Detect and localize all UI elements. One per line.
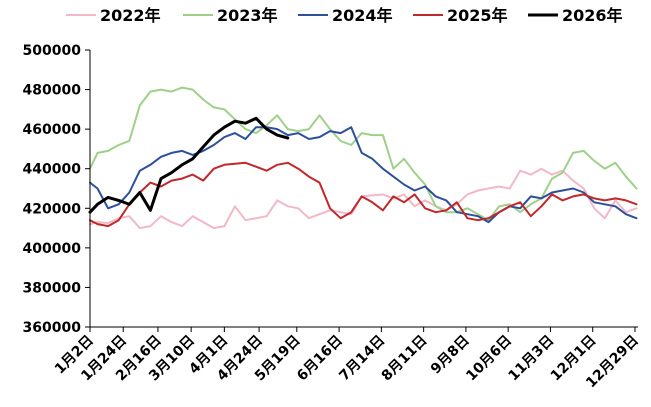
x-tick-label: 6月16日 bbox=[294, 333, 346, 385]
legend-label: 2026年 bbox=[562, 6, 623, 25]
series-line-2026年 bbox=[88, 116, 290, 214]
series-line-2023年 bbox=[89, 86, 638, 222]
legend-label: 2022年 bbox=[100, 6, 161, 25]
series-line-2025年 bbox=[89, 161, 638, 228]
legend-label: 2024年 bbox=[332, 6, 393, 25]
y-tick-label: 380000 bbox=[23, 280, 82, 296]
y-tick-label: 480000 bbox=[23, 83, 82, 99]
y-tick-label: 460000 bbox=[23, 122, 82, 138]
y-tick-label: 500000 bbox=[23, 43, 82, 59]
x-tick-label: 7月14日 bbox=[336, 333, 388, 385]
y-tick-label: 360000 bbox=[23, 320, 82, 336]
plot-area: 360000 380000 400000 420000 440000 460000 4800… bbox=[23, 43, 642, 391]
y-axis-ticks: 360000 380000 400000 420000 440000 460000 4800… bbox=[23, 43, 90, 336]
y-tick-label: 400000 bbox=[23, 241, 82, 257]
y-tick-label: 440000 bbox=[23, 162, 82, 178]
legend-label: 2025年 bbox=[447, 6, 508, 25]
series-line-2024年 bbox=[89, 126, 638, 224]
legend: 2022年 2023年 2024年 2025年 2026年 bbox=[66, 6, 623, 25]
series-layer bbox=[88, 86, 638, 230]
legend-label: 2023年 bbox=[217, 6, 278, 25]
x-tick-label: 11月3日 bbox=[505, 333, 557, 385]
x-tick-label: 10月6日 bbox=[463, 333, 515, 385]
y-tick-label: 420000 bbox=[23, 201, 82, 217]
x-tick-label: 8月11日 bbox=[379, 333, 431, 385]
x-axis-ticks: 1月2日1月24日2月16日3月10日4月1日4月24日5月19日6月16日7月… bbox=[52, 327, 642, 391]
